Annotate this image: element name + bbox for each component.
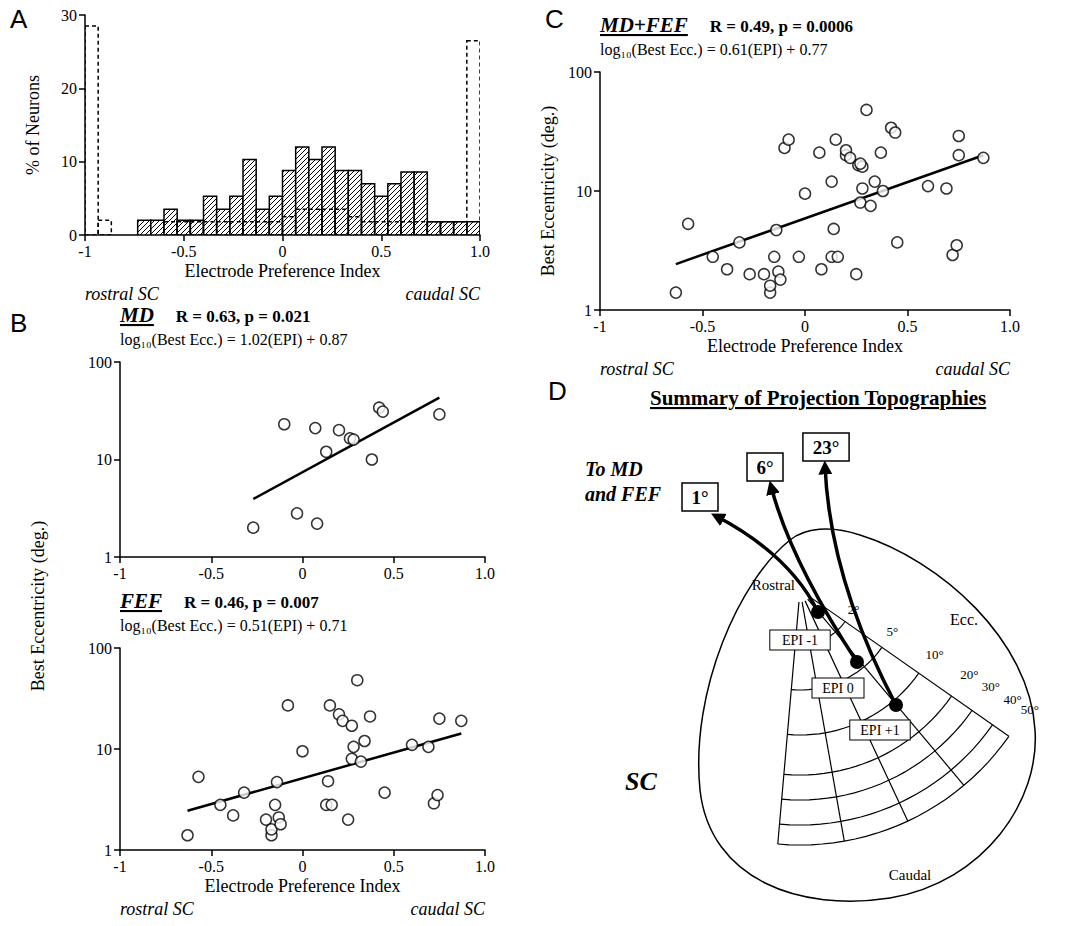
svg-text:Best Eccentricity (deg.): Best Eccentricity (deg.) [28,521,49,691]
svg-text:Caudal: Caudal [889,867,932,883]
svg-text:SC: SC [625,767,657,796]
svg-text:log₁₀(Best Ecc.) = 0.51(EPI) +: log₁₀(Best Ecc.) = 0.51(EPI) + 0.71 [120,617,347,635]
svg-text:0.5: 0.5 [384,565,404,582]
svg-text:-0.5: -0.5 [199,858,224,875]
svg-text:0.5: 0.5 [898,318,918,335]
svg-text:R = 0.63, p = 0.021: R = 0.63, p = 0.021 [176,307,311,326]
svg-text:rostral SC: rostral SC [600,359,675,379]
svg-text:MD+FEF: MD+FEF [599,13,688,37]
svg-text:% of Neurons: % of Neurons [23,75,43,175]
svg-text:0: 0 [69,227,77,244]
svg-text:10: 10 [61,153,77,170]
svg-text:0.5: 0.5 [371,243,391,260]
svg-text:0: 0 [801,318,809,335]
svg-text:EPI +1: EPI +1 [860,723,899,738]
svg-text:-1: -1 [113,565,126,582]
svg-text:20°: 20° [960,667,978,682]
svg-text:5°: 5° [887,624,899,639]
svg-text:C: C [545,4,564,34]
svg-text:23°: 23° [813,437,840,458]
svg-text:40°: 40° [1004,692,1022,707]
svg-text:To MD: To MD [585,458,643,480]
svg-text:Rostral: Rostral [752,577,795,593]
svg-text:and FEF: and FEF [585,483,662,505]
svg-text:30: 30 [61,7,77,24]
svg-text:-0.5: -0.5 [690,318,715,335]
svg-text:-0.5: -0.5 [199,565,224,582]
svg-text:10°: 10° [926,647,944,662]
svg-text:0.5: 0.5 [384,858,404,875]
svg-text:2°: 2° [848,602,860,617]
svg-text:10: 10 [576,183,592,200]
svg-text:100: 100 [88,354,112,371]
svg-text:B: B [10,308,27,338]
svg-text:100: 100 [568,64,592,81]
svg-text:EPI 0: EPI 0 [822,681,854,696]
svg-text:30°: 30° [982,679,1000,694]
svg-text:Electrode Preference Index: Electrode Preference Index [205,876,401,896]
svg-text:0: 0 [299,565,307,582]
svg-text:rostral SC: rostral SC [120,899,195,919]
svg-text:A: A [10,4,28,34]
svg-text:1.0: 1.0 [1000,318,1020,335]
svg-text:-0.5: -0.5 [171,243,196,260]
svg-text:Electrode Preference Index: Electrode Preference Index [707,336,903,356]
svg-text:50°: 50° [1021,702,1039,717]
svg-text:Best Eccentricity (deg.): Best Eccentricity (deg.) [538,106,559,276]
svg-text:1: 1 [104,842,112,859]
svg-text:caudal SC: caudal SC [936,359,1011,379]
svg-text:100: 100 [88,640,112,657]
svg-text:10: 10 [96,741,112,758]
svg-text:0: 0 [279,243,287,260]
svg-text:-1: -1 [593,318,606,335]
svg-text:log₁₀(Best Ecc.) = 0.61(EPI) +: log₁₀(Best Ecc.) = 0.61(EPI) + 0.77 [600,41,827,59]
svg-text:20: 20 [61,80,77,97]
svg-text:1.0: 1.0 [475,858,495,875]
svg-text:log₁₀(Best Ecc.) = 1.02(EPI) +: log₁₀(Best Ecc.) = 1.02(EPI) + 0.87 [120,331,347,349]
svg-text:MD: MD [119,303,154,327]
svg-text:1: 1 [584,302,592,319]
svg-text:6°: 6° [756,457,773,478]
svg-text:1: 1 [104,549,112,566]
svg-text:Electrode Preference Index: Electrode Preference Index [185,261,381,281]
svg-text:caudal SC: caudal SC [406,284,481,304]
svg-text:EPI -1: EPI -1 [782,633,818,648]
svg-text:0: 0 [299,858,307,875]
svg-text:10: 10 [96,451,112,468]
svg-text:rostral SC: rostral SC [85,284,160,304]
svg-text:D: D [548,376,567,406]
svg-text:-1: -1 [78,243,91,260]
svg-text:caudal SC: caudal SC [411,899,486,919]
svg-text:-1: -1 [113,858,126,875]
svg-text:Summary of Projection Topograp: Summary of Projection Topographies [650,386,986,410]
svg-text:1°: 1° [691,487,708,508]
svg-text:FEF: FEF [119,589,162,613]
svg-text:R = 0.49, p = 0.0006: R = 0.49, p = 0.0006 [710,17,853,36]
svg-text:1.0: 1.0 [470,243,490,260]
svg-text:R = 0.46, p = 0.007: R = 0.46, p = 0.007 [184,593,319,612]
svg-text:1.0: 1.0 [475,565,495,582]
svg-text:Ecc.: Ecc. [950,611,978,628]
